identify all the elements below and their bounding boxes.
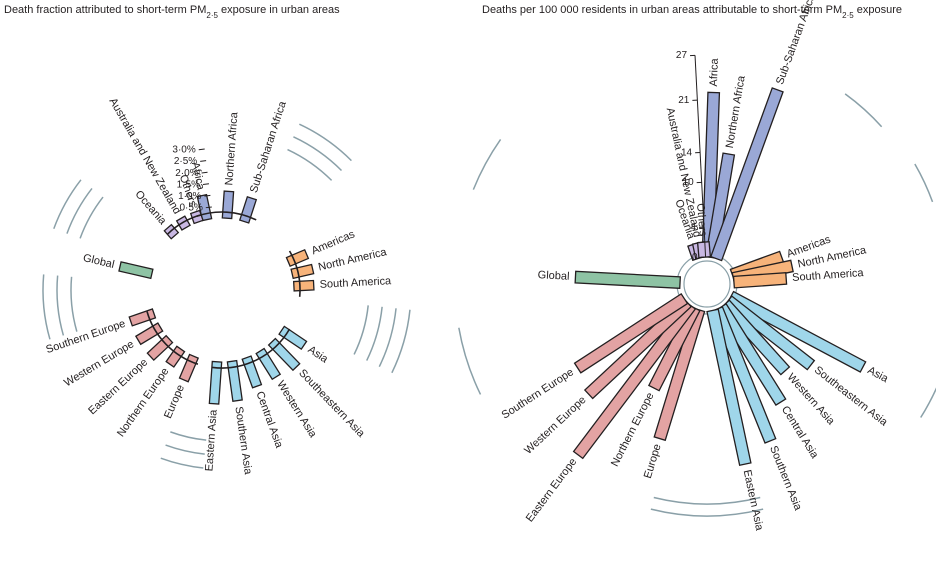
right-label-eastern-europe: Eastern Europe [524, 456, 580, 524]
left-tick-label-2: 1·5% [177, 179, 200, 190]
left-label-global: Global [82, 252, 116, 271]
left-decorative-arc-0 [287, 148, 333, 181]
left-group-arc-2 [212, 328, 291, 369]
left-label-southern-asia: Southern Asia [232, 406, 254, 476]
left-label-eastern-asia: Eastern Asia [203, 408, 219, 471]
left-decorative-arc-9 [160, 457, 204, 469]
left-tick-label-4: 2·5% [174, 156, 197, 167]
right-label-others: Others [694, 203, 709, 237]
left-decorative-arc-13 [79, 196, 104, 239]
left-decorative-arc-6 [391, 309, 411, 374]
right-tick-label-5: 27 [676, 50, 688, 61]
left-tick-label-3: 2·0% [175, 168, 198, 179]
left-tick-mark-5 [198, 148, 205, 151]
left-decorative-arc-2 [299, 123, 352, 162]
right-label-northern-africa: Northern Africa [724, 74, 748, 149]
left-bar-southern-asia [226, 359, 243, 402]
left-decorative-arc-1 [293, 136, 343, 172]
right-decorative-arc-2 [920, 387, 936, 418]
left-label-americas: Americas [310, 228, 357, 257]
left-tick-label-0: 0·5% [180, 203, 203, 214]
right-tick-label-3: 14 [681, 147, 693, 158]
right-tick-label-0: 0 [692, 252, 698, 263]
left-bar-eastern-asia [208, 360, 223, 405]
left-chart-title: Death fraction attributed to short-term … [4, 4, 340, 20]
right-bar-sub-saharan-africa [709, 87, 784, 262]
left-label-northern-africa: Northern Africa [223, 111, 240, 186]
left-group-arc-3 [146, 311, 199, 365]
left-decorative-arc-15 [53, 179, 82, 230]
left-decorative-arc-8 [165, 444, 205, 455]
right-label-africa: Africa [708, 57, 721, 86]
left-bar-europe [178, 353, 200, 383]
left-tick-mark-2 [202, 183, 210, 186]
left-tick-mark-3 [201, 171, 208, 174]
left-tick-label-1: 1·0% [178, 191, 201, 202]
left-label-central-asia: Central Asia [253, 390, 285, 451]
right-bar-eastern-asia [706, 308, 752, 467]
right-label-europe: Europe [642, 443, 664, 480]
right-bar-global [574, 270, 682, 290]
left-bar-americas [285, 248, 310, 268]
left-group-arc-4 [167, 213, 203, 235]
left-decorative-arc-7 [170, 431, 207, 441]
left-group-arc-1 [288, 250, 301, 297]
right-bar-others [696, 240, 712, 259]
left-label-europe: Europe [162, 383, 187, 420]
right-label-asia: Asia [865, 364, 890, 385]
left-decorative-arc-5 [378, 308, 397, 368]
right-label-south-america: South America [792, 267, 865, 284]
left-bar-northern-europe [165, 345, 186, 368]
left-decorative-arc-4 [366, 306, 383, 361]
left-decorative-arc-14 [66, 187, 93, 234]
left-bar-southern-europe [128, 308, 157, 327]
right-bar-southern-europe [573, 292, 689, 374]
left-bar-asia [278, 325, 308, 351]
left-tick-mark-0 [205, 206, 212, 209]
right-label-central-asia: Central Asia [779, 404, 821, 461]
right-decorative-arc-4 [650, 508, 764, 517]
right-tick-label-1: 4 [690, 222, 696, 233]
left-bar-north-america [290, 263, 315, 280]
left-bar-western-europe [134, 322, 164, 346]
right-center-ring [683, 260, 731, 308]
left-bar-global [118, 261, 154, 280]
right-decorative-arc-3 [653, 496, 761, 505]
left-bar-central-asia [241, 355, 263, 389]
left-decorative-arc-11 [56, 275, 65, 336]
right-decorative-arc-6 [472, 139, 502, 190]
left-decorative-arc-12 [42, 274, 51, 340]
left-tick-mark-4 [200, 160, 207, 162]
left-decorative-arc-3 [353, 305, 369, 355]
left-tick-label-5: 3·0% [172, 145, 195, 156]
left-tick-mark-1 [204, 194, 211, 197]
right-decorative-arc-5 [458, 327, 482, 395]
left-label-sub-saharan-africa: Sub-Saharan Africa [248, 99, 289, 194]
right-radial-chart: Deaths per 100 000 residents in urban ar… [458, 0, 936, 532]
left-bar-eastern-europe [146, 334, 174, 361]
left-label-south-america: South America [319, 275, 392, 291]
left-bar-africa [196, 193, 213, 222]
right-decorative-arc-1 [914, 163, 934, 203]
left-group-arc-0 [196, 211, 257, 221]
left-bar-south-america [292, 279, 315, 292]
left-label-asia: Asia [306, 344, 331, 366]
right-chart-title: Deaths per 100 000 residents in urban ar… [482, 4, 902, 20]
right-bar-south-america [732, 272, 788, 289]
left-bar-sub-saharan-africa [238, 195, 258, 224]
left-bar-northern-africa [221, 190, 235, 220]
left-decorative-arc-10 [70, 276, 78, 332]
left-radial-chart: Death fraction attributed to short-term … [4, 4, 411, 476]
left-label-africa: Africa [189, 161, 207, 192]
right-label-global: Global [537, 269, 569, 283]
right-tick-label-2: 10 [683, 177, 695, 188]
right-label-southern-asia: Southern Asia [767, 444, 804, 513]
right-decorative-arc-0 [844, 93, 883, 128]
right-axis-line [694, 55, 707, 258]
right-tick-label-4: 21 [678, 95, 690, 106]
